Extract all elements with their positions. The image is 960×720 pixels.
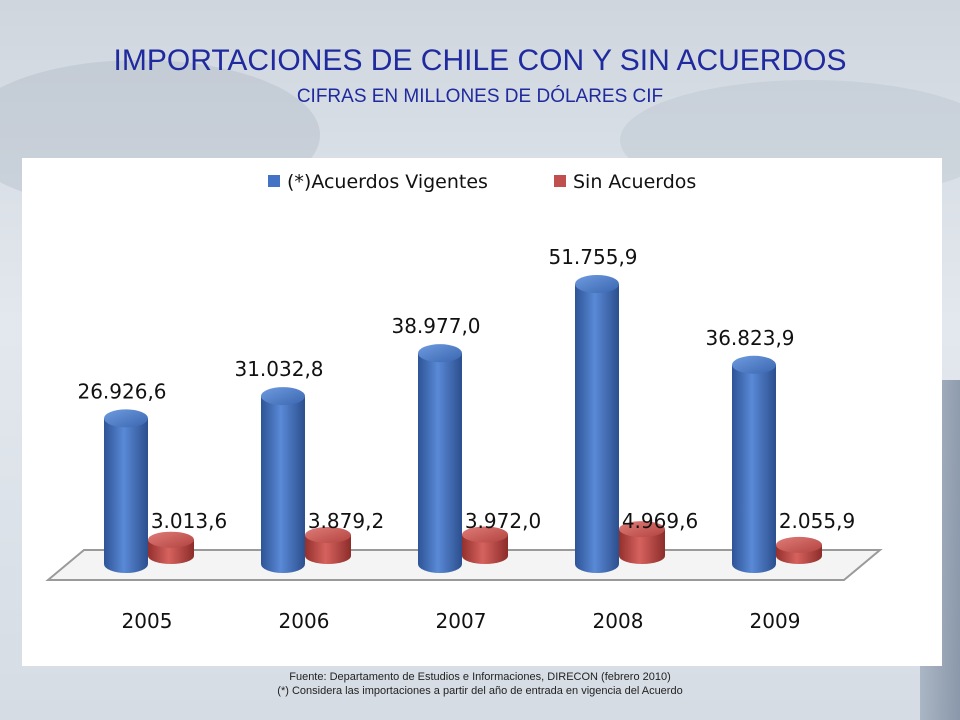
source-footnote: Fuente: Departamento de Estudios e Infor… — [289, 671, 671, 683]
bar-acuerdos-2008 — [575, 275, 619, 573]
legend: (*)Acuerdos Vigentes Sin Acuerdos — [268, 171, 696, 193]
data-label-acuerdos-2008: 51.755,9 — [548, 245, 637, 269]
x-tick-label-2006: 2006 — [279, 609, 330, 633]
bar-sin-acuerdos-2005 — [148, 531, 194, 564]
bar-acuerdos-2005 — [104, 409, 148, 573]
data-label-sin-acuerdos-2005: 3.013,6 — [151, 509, 227, 533]
data-label-sin-acuerdos-2006: 3.879,2 — [308, 509, 384, 533]
data-label-sin-acuerdos-2009: 2.055,9 — [779, 509, 855, 533]
x-tick-label-2008: 2008 — [593, 609, 644, 633]
bar-sin-acuerdos-2007 — [462, 526, 508, 564]
legend-swatch-acuerdos — [268, 175, 280, 187]
data-label-acuerdos-2009: 36.823,9 — [705, 326, 794, 350]
bar-acuerdos-2009 — [732, 355, 776, 573]
bar-sin-acuerdos-2006 — [305, 527, 351, 564]
bar-sin-acuerdos-2009 — [776, 536, 822, 564]
x-tick-label-2009: 2009 — [750, 609, 801, 633]
legend-label-sin-acuerdos: Sin Acuerdos — [573, 171, 696, 193]
data-label-sin-acuerdos-2007: 3.972,0 — [465, 509, 541, 533]
legend-label-acuerdos: (*)Acuerdos Vigentes — [287, 171, 488, 193]
data-label-sin-acuerdos-2008: 4.969,6 — [622, 509, 698, 533]
legend-swatch-sin-acuerdos — [554, 175, 566, 187]
chart-floor — [45, 549, 883, 581]
bar-acuerdos-2007 — [418, 344, 462, 573]
chart-area: (*)Acuerdos Vigentes Sin Acuerdos 26.926… — [22, 158, 942, 666]
x-tick-label-2007: 2007 — [436, 609, 487, 633]
bar-acuerdos-2006 — [261, 387, 305, 573]
bar-chart: (*)Acuerdos Vigentes Sin Acuerdos 26.926… — [45, 171, 883, 633]
page-subtitle: CIFRAS EN MILLONES DE DÓLARES CIF — [296, 86, 664, 107]
data-label-acuerdos-2006: 31.032,8 — [234, 357, 323, 381]
bar-sin-acuerdos-2008 — [619, 521, 665, 564]
data-label-acuerdos-2005: 26.926,6 — [77, 379, 166, 403]
x-tick-label-2005: 2005 — [122, 609, 173, 633]
page-title: IMPORTACIONES DE CHILE CON Y SIN ACUERDO… — [113, 44, 847, 77]
data-label-acuerdos-2007: 38.977,0 — [391, 314, 480, 338]
note-footnote: (*) Considera las importaciones a partir… — [277, 685, 683, 697]
